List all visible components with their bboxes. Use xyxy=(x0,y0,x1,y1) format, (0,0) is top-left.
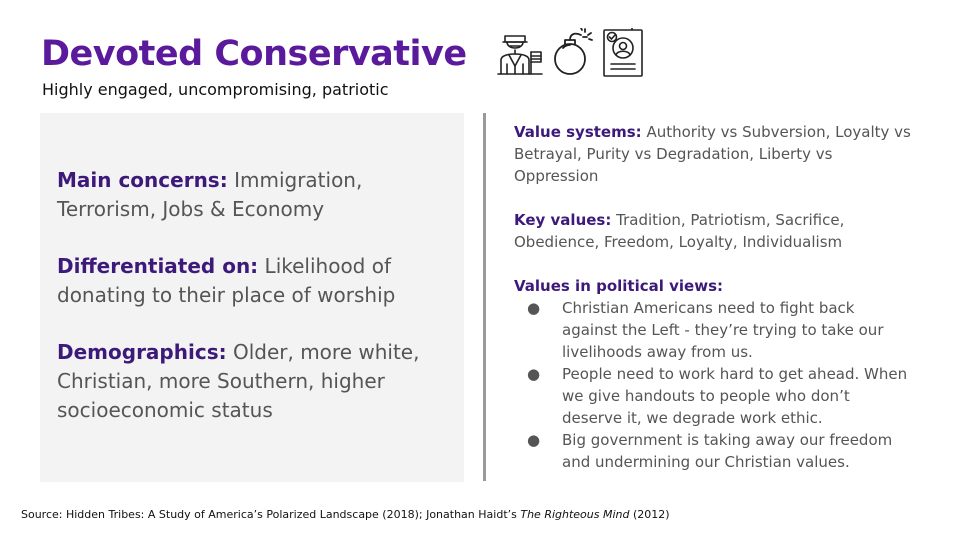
summary-content: Main concerns: Immigration, Terrorism, J… xyxy=(57,166,452,453)
political-views-heading: Values in political views: xyxy=(514,277,723,295)
demographics-value: Older, more white, Christian, more South… xyxy=(57,340,420,422)
list-item-text: People need to work hard to get ahead. W… xyxy=(562,365,908,427)
demographics-label: Demographics: xyxy=(57,340,227,364)
vertical-divider xyxy=(483,113,486,481)
main-concerns: Main concerns: Immigration, Terrorism, J… xyxy=(57,166,452,224)
source-suffix: (2012) xyxy=(629,508,670,521)
main-concerns-label: Main concerns: xyxy=(57,168,228,192)
source-book-title: The Righteous Mind xyxy=(520,508,630,521)
main-concerns-value: Immigration, Terrorism, Jobs & Economy xyxy=(57,168,363,221)
id-card-check-icon xyxy=(603,28,643,77)
list-item: ● Big government is taking away our freed… xyxy=(514,429,914,473)
list-item-text: Big government is taking away our freedo… xyxy=(562,431,893,471)
bomb-icon xyxy=(554,28,593,75)
page-subtitle: Highly engaged, uncompromising, patrioti… xyxy=(42,80,389,99)
summary-panel: Main concerns: Immigration, Terrorism, J… xyxy=(40,113,464,482)
key-values: Key values: Tradition, Patriotism, Sacri… xyxy=(514,209,914,253)
bullet: ● xyxy=(527,299,541,317)
bullet: ● xyxy=(527,431,541,449)
differentiated-on: Differentiated on: Likelihood of donatin… xyxy=(57,252,452,310)
list-item: ● People need to work hard to get ahead. … xyxy=(514,363,914,429)
key-values-label: Key values: xyxy=(514,211,612,229)
source-prefix: Source: Hidden Tribes: A Study of Americ… xyxy=(21,508,521,521)
value-systems: Value systems: Authority vs Subversion, … xyxy=(514,121,914,187)
value-systems-label: Value systems: xyxy=(514,123,642,141)
differentiated-on-label: Differentiated on: xyxy=(57,254,259,278)
political-views-list: ● Christian Americans need to fight back … xyxy=(514,297,914,473)
list-item-text: Christian Americans need to fight back a… xyxy=(562,299,884,361)
values-panel: Value systems: Authority vs Subversion, … xyxy=(514,121,914,473)
key-values-value: Tradition, Patriotism, Sacrifice, Obedie… xyxy=(514,211,845,251)
source-citation: Source: Hidden Tribes: A Study of Americ… xyxy=(21,508,670,521)
persona-icons xyxy=(495,28,645,80)
demographics: Demographics: Older, more white, Christi… xyxy=(57,338,452,425)
soldier-with-flag-icon xyxy=(497,35,543,75)
value-systems-value: Authority vs Subversion, Loyalty vs Betr… xyxy=(514,123,911,185)
bullet: ● xyxy=(527,365,541,383)
list-item: ● Christian Americans need to fight back … xyxy=(514,297,914,363)
page-title: Devoted Conservative xyxy=(41,34,467,74)
differentiated-on-value: Likelihood of donating to their place of… xyxy=(57,254,396,307)
